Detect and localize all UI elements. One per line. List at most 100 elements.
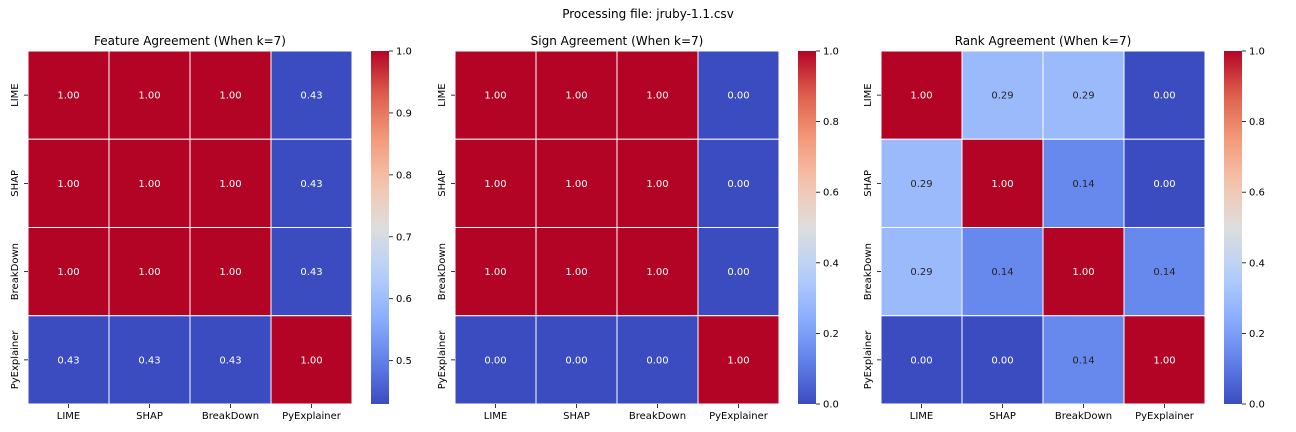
cell-value: 1.00 bbox=[484, 179, 506, 190]
cell-value: 0.00 bbox=[727, 91, 749, 102]
colorbar-tick-label: 0.5 bbox=[396, 356, 412, 367]
cell-value: 1.00 bbox=[484, 91, 506, 102]
cell-value: 1.00 bbox=[138, 179, 160, 190]
heatmap-cell bbox=[27, 227, 110, 317]
x-tick-label: PyExplainer bbox=[1135, 411, 1195, 422]
heatmap-cell bbox=[108, 315, 191, 405]
heatmap-cell bbox=[1042, 50, 1125, 140]
cell-value: 0.43 bbox=[300, 267, 322, 278]
cell-value: 0.43 bbox=[300, 179, 322, 190]
cell-value: 1.00 bbox=[565, 91, 587, 102]
heatmap-cell bbox=[454, 50, 537, 140]
cell-value: 0.29 bbox=[991, 91, 1013, 102]
colorbar-tick-label: 0.7 bbox=[396, 232, 412, 243]
heatmap-cell bbox=[535, 227, 618, 317]
heatmap-cell bbox=[1123, 227, 1206, 317]
colorbar-tick-label: 0.6 bbox=[396, 294, 412, 305]
heatmap-cell bbox=[1123, 315, 1206, 405]
y-tick-label: SHAP bbox=[10, 170, 21, 197]
heatmap-cell bbox=[961, 315, 1044, 405]
colorbar bbox=[371, 51, 389, 404]
y-tick-label: SHAP bbox=[863, 170, 874, 197]
cell-value: 1.00 bbox=[57, 267, 79, 278]
heatmap-cell bbox=[535, 138, 618, 228]
cell-value: 1.00 bbox=[565, 267, 587, 278]
cell-value: 1.00 bbox=[991, 179, 1013, 190]
y-tick-label: BreakDown bbox=[10, 243, 21, 300]
x-tick-label: LIME bbox=[910, 411, 933, 422]
heatmap-cell bbox=[108, 138, 191, 228]
y-tick-label: LIME bbox=[863, 83, 874, 106]
y-tick-label: PyExplainer bbox=[10, 330, 21, 390]
heatmap-cell bbox=[189, 138, 272, 228]
cell-value: 0.14 bbox=[991, 267, 1013, 278]
x-tick-label: BreakDown bbox=[629, 411, 686, 422]
y-tick-label: BreakDown bbox=[863, 243, 874, 300]
colorbar-tick-label: 0.8 bbox=[396, 170, 412, 181]
heatmap-cell bbox=[880, 50, 963, 140]
cell-value: 0.14 bbox=[1153, 267, 1175, 278]
heatmap-cell bbox=[270, 227, 353, 317]
panel-title: Feature Agreement (When k=7) bbox=[94, 34, 286, 48]
cell-value: 0.00 bbox=[565, 355, 587, 366]
heatmap-cell bbox=[270, 138, 353, 228]
cell-value: 1.00 bbox=[1153, 355, 1175, 366]
cell-value: 1.00 bbox=[1072, 267, 1094, 278]
y-tick-label: LIME bbox=[437, 83, 448, 106]
cell-value: 1.00 bbox=[484, 267, 506, 278]
x-tick-label: LIME bbox=[484, 411, 507, 422]
cell-value: 0.00 bbox=[991, 355, 1013, 366]
x-tick-label: PyExplainer bbox=[709, 411, 769, 422]
cell-value: 0.00 bbox=[727, 179, 749, 190]
cell-value: 1.00 bbox=[646, 267, 668, 278]
x-tick-label: SHAP bbox=[563, 411, 590, 422]
heatmap-cell bbox=[1042, 138, 1125, 228]
cell-value: 1.00 bbox=[219, 179, 241, 190]
cell-value: 1.00 bbox=[57, 179, 79, 190]
cell-value: 0.00 bbox=[910, 355, 932, 366]
cell-value: 0.43 bbox=[57, 355, 79, 366]
colorbar-tick-label: 0.2 bbox=[1249, 329, 1265, 340]
heatmap-cell bbox=[270, 50, 353, 140]
panel-title: Sign Agreement (When k=7) bbox=[531, 34, 704, 48]
cell-value: 0.00 bbox=[1153, 179, 1175, 190]
colorbar-tick-label: 0.4 bbox=[1249, 258, 1265, 269]
cell-value: 1.00 bbox=[57, 91, 79, 102]
cell-value: 1.00 bbox=[910, 91, 932, 102]
y-tick-label: SHAP bbox=[437, 170, 448, 197]
figure-title: Processing file: jruby-1.1.csv bbox=[562, 7, 734, 21]
heatmap-cell bbox=[535, 50, 618, 140]
cell-value: 0.00 bbox=[484, 355, 506, 366]
colorbar-tick-label: 0.0 bbox=[1249, 400, 1265, 411]
cell-value: 0.43 bbox=[300, 91, 322, 102]
cell-value: 0.29 bbox=[910, 267, 932, 278]
heatmap-cell bbox=[697, 315, 780, 405]
cell-value: 0.43 bbox=[219, 355, 241, 366]
heatmap-cell bbox=[697, 227, 780, 317]
heatmap-cell bbox=[961, 138, 1044, 228]
heatmap-panel-2: Sign Agreement (When k=7) 1.00 1.00 1.00 0.0… bbox=[437, 34, 839, 422]
cell-value: 0.00 bbox=[646, 355, 668, 366]
heatmap-cell bbox=[189, 315, 272, 405]
heatmap-panel-3: Rank Agreement (When k=7) 1.00 0.29 0.29 0.0… bbox=[863, 34, 1265, 422]
heatmap-cell bbox=[189, 227, 272, 317]
heatmap-cell bbox=[616, 315, 699, 405]
heatmap-panel-1: Feature Agreement (When k=7) 1.00 1.00 1.00… bbox=[10, 34, 412, 422]
cell-value: 1.00 bbox=[727, 355, 749, 366]
colorbar-tick-label: 0.0 bbox=[823, 400, 839, 411]
colorbar-tick-label: 0.9 bbox=[396, 108, 412, 119]
x-tick-label: BreakDown bbox=[1055, 411, 1112, 422]
cell-value: 0.14 bbox=[1072, 179, 1094, 190]
cell-value: 1.00 bbox=[565, 179, 587, 190]
y-tick-label: PyExplainer bbox=[863, 330, 874, 390]
cell-value: 0.00 bbox=[1153, 91, 1175, 102]
heatmap-cell bbox=[961, 50, 1044, 140]
colorbar-tick-label: 0.4 bbox=[823, 258, 839, 269]
x-tick-label: LIME bbox=[57, 411, 80, 422]
colorbar bbox=[1224, 51, 1242, 404]
cell-value: 0.14 bbox=[1072, 355, 1094, 366]
colorbar-tick-label: 1.0 bbox=[823, 47, 839, 58]
colorbar-tick-label: 1.0 bbox=[1249, 47, 1265, 58]
cell-value: 1.00 bbox=[138, 91, 160, 102]
